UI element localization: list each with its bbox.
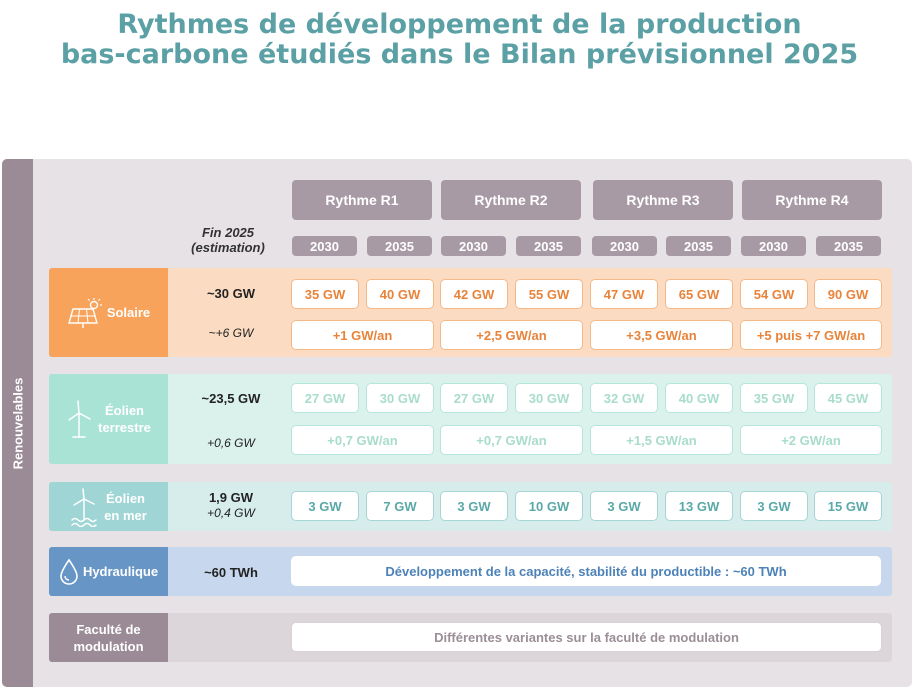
- water-drop-icon: [60, 558, 78, 585]
- rate-cell-eolien-terrestre: +0,7 GW/an: [440, 425, 583, 455]
- header-rythme-r1: Rythme R1: [292, 180, 432, 220]
- header-rythme-r2: Rythme R2: [441, 180, 581, 220]
- cell-solaire: 65 GW: [665, 279, 733, 309]
- page-title: Rythmes de développement de la productio…: [0, 10, 919, 70]
- label-hydraulique: Hydraulique: [49, 547, 168, 596]
- year-header: 2030: [292, 236, 357, 256]
- cell-eolien-mer: 3 GW: [291, 491, 359, 521]
- solar-panel-icon: [67, 297, 102, 328]
- header-rythme-r4: Rythme R4: [742, 180, 882, 220]
- rate-cell-solaire: +3,5 GW/an: [590, 320, 733, 350]
- rate-solaire: ~+6 GW: [208, 326, 254, 340]
- rate-eolien-mer: +0,4 GW: [207, 506, 255, 520]
- cell-solaire: 90 GW: [814, 279, 882, 309]
- cell-solaire: 42 GW: [440, 279, 508, 309]
- fin2025-eolien-terrestre: ~23,5 GW: [201, 391, 261, 406]
- year-header: 2035: [666, 236, 731, 256]
- cell-eolien-terrestre: 30 GW: [515, 383, 583, 413]
- fin2025-hydraulique: ~60 TWh: [204, 565, 258, 580]
- cell-eolien-mer: 3 GW: [740, 491, 808, 521]
- cell-eolien-terrestre: 40 GW: [665, 383, 733, 413]
- cell-eolien-terrestre: 32 GW: [590, 383, 658, 413]
- cell-eolien-mer: 3 GW: [440, 491, 508, 521]
- label-solaire-text: Solaire: [106, 305, 151, 320]
- label-solaire: Solaire: [49, 268, 168, 357]
- rate-cell-eolien-terrestre: +0,7 GW/an: [291, 425, 434, 455]
- fin2025-eolien-mer: 1,9 GW: [208, 490, 254, 505]
- label-hydraulique-text: Hydraulique: [82, 564, 159, 579]
- note-hydraulique: Développement de la capacité, stabilité …: [291, 556, 881, 586]
- cell-solaire: 54 GW: [740, 279, 808, 309]
- cell-eolien-terrestre: 27 GW: [440, 383, 508, 413]
- cell-solaire: 35 GW: [291, 279, 359, 309]
- cell-eolien-mer: 3 GW: [590, 491, 658, 521]
- rate-cell-eolien-terrestre: +2 GW/an: [740, 425, 882, 455]
- label-eolien-mer: Éolien en mer: [49, 482, 168, 531]
- sidebar-label: Renouvelables: [10, 377, 26, 469]
- cell-solaire: 40 GW: [366, 279, 434, 309]
- title-line-1: Rythmes de développement de la productio…: [117, 9, 802, 40]
- cell-solaire: 47 GW: [590, 279, 658, 309]
- cell-eolien-mer: 15 GW: [814, 491, 882, 521]
- cell-eolien-terrestre: 45 GW: [814, 383, 882, 413]
- year-header: 2035: [367, 236, 432, 256]
- category-sidebar: [2, 159, 33, 687]
- rate-cell-solaire: +5 puis +7 GW/an: [740, 320, 882, 350]
- wind-turbine-icon: [68, 400, 91, 438]
- cell-solaire: 55 GW: [515, 279, 583, 309]
- fin-2025-label: Fin 2025 (estimation): [191, 225, 265, 255]
- note-modulation: Différentes variantes sur la faculté de …: [291, 622, 882, 652]
- year-header: 2030: [741, 236, 806, 256]
- title-line-2: bas-carbone étudiés dans le Bilan prévis…: [60, 39, 859, 70]
- label-modulation: Faculté de modulation: [49, 613, 168, 662]
- rate-cell-solaire: +2,5 GW/an: [440, 320, 583, 350]
- year-header: 2035: [816, 236, 881, 256]
- year-header: 2030: [441, 236, 506, 256]
- cell-eolien-mer: 13 GW: [665, 491, 733, 521]
- year-header: 2035: [516, 236, 581, 256]
- cell-eolien-terrestre: 35 GW: [740, 383, 808, 413]
- label-eolien-terrestre: Éolien terrestre: [49, 374, 168, 464]
- year-header: 2030: [592, 236, 657, 256]
- cell-eolien-mer: 10 GW: [515, 491, 583, 521]
- rate-eolien-terrestre: +0,6 GW: [207, 436, 255, 450]
- cell-eolien-terrestre: 27 GW: [291, 383, 359, 413]
- offshore-wind-icon: [71, 487, 97, 527]
- cell-eolien-mer: 7 GW: [366, 491, 434, 521]
- rate-cell-solaire: +1 GW/an: [291, 320, 434, 350]
- header-rythme-r3: Rythme R3: [593, 180, 733, 220]
- fin2025-solaire: ~30 GW: [206, 286, 256, 301]
- cell-eolien-terrestre: 30 GW: [366, 383, 434, 413]
- rate-cell-eolien-terrestre: +1,5 GW/an: [590, 425, 733, 455]
